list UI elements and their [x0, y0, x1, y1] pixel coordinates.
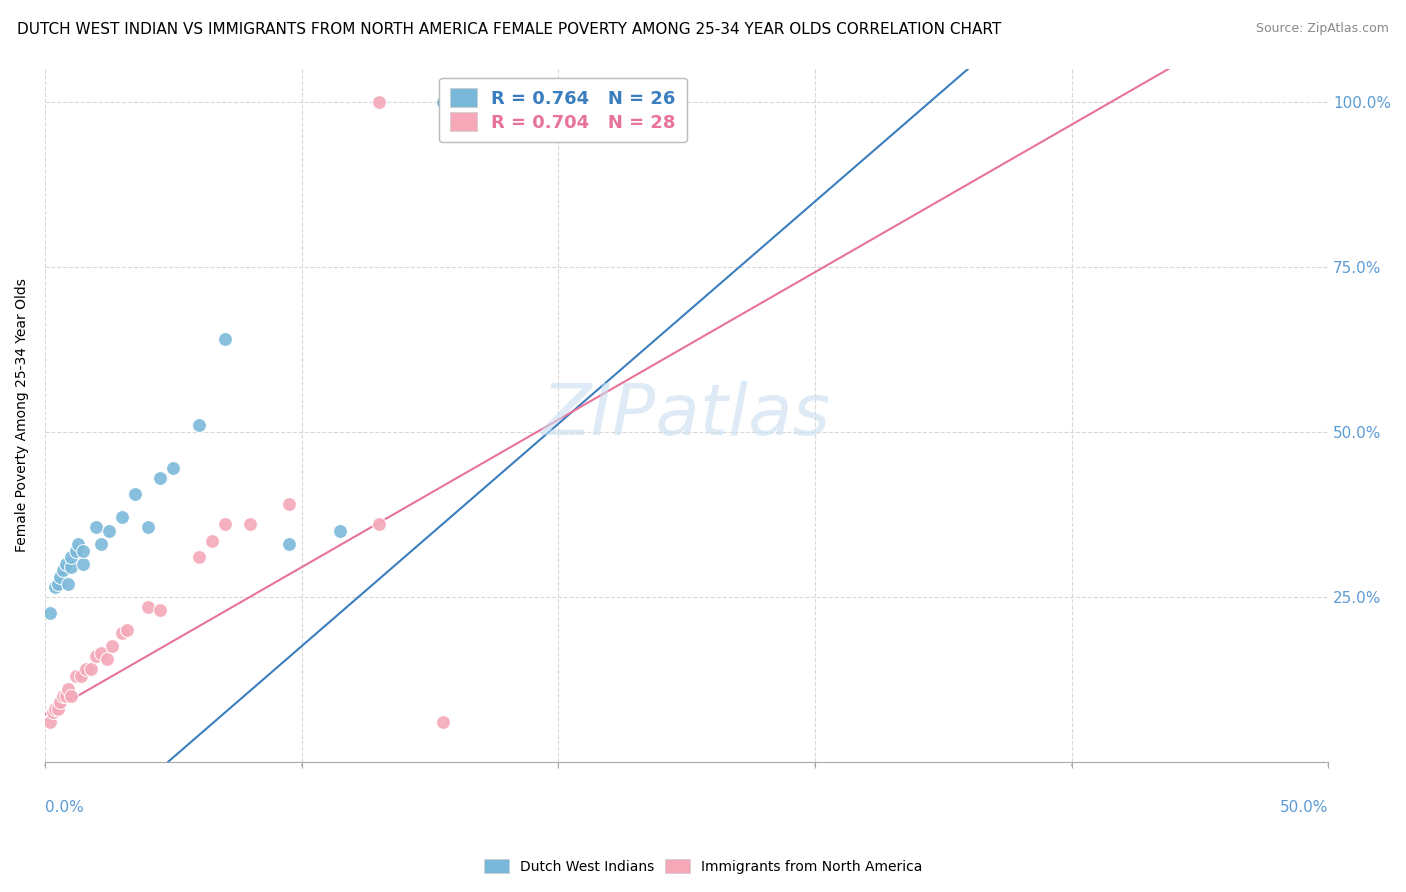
Point	[90, 537, 112, 551]
Point	[44, 702, 66, 716]
Point	[329, 524, 352, 538]
Legend: Dutch West Indians, Immigrants from North America: Dutch West Indians, Immigrants from Nort…	[477, 852, 929, 880]
Y-axis label: Female Poverty Among 25-34 Year Olds: Female Poverty Among 25-34 Year Olds	[15, 278, 30, 552]
Point	[136, 599, 159, 614]
Point	[49, 570, 72, 584]
Point	[46, 576, 69, 591]
Point	[65, 669, 87, 683]
Point	[149, 471, 172, 485]
Point	[72, 557, 94, 571]
Point	[115, 623, 138, 637]
Point	[59, 689, 82, 703]
Point	[432, 715, 454, 730]
Point	[432, 95, 454, 109]
Text: 50.0%: 50.0%	[1279, 800, 1329, 815]
Point	[72, 543, 94, 558]
Point	[111, 510, 134, 524]
Point	[41, 706, 63, 720]
Point	[39, 606, 62, 620]
Point	[277, 537, 299, 551]
Point	[111, 626, 134, 640]
Point	[90, 646, 112, 660]
Point	[201, 533, 224, 548]
Point	[214, 517, 236, 532]
Point	[67, 537, 90, 551]
Point	[44, 580, 66, 594]
Text: ZIPatlas: ZIPatlas	[543, 381, 831, 450]
Text: 0.0%: 0.0%	[45, 800, 84, 815]
Point	[367, 95, 389, 109]
Point	[432, 95, 454, 109]
Point	[59, 560, 82, 574]
Point	[162, 461, 184, 475]
Point	[188, 418, 211, 433]
Point	[49, 695, 72, 709]
Point	[46, 702, 69, 716]
Point	[100, 639, 122, 653]
Point	[52, 563, 75, 577]
Legend: R = 0.764   N = 26, R = 0.704   N = 28: R = 0.764 N = 26, R = 0.704 N = 28	[439, 78, 686, 143]
Point	[367, 517, 389, 532]
Point	[572, 95, 595, 109]
Point	[98, 524, 121, 538]
Point	[432, 95, 454, 109]
Text: DUTCH WEST INDIAN VS IMMIGRANTS FROM NORTH AMERICA FEMALE POVERTY AMONG 25-34 YE: DUTCH WEST INDIAN VS IMMIGRANTS FROM NOR…	[17, 22, 1001, 37]
Point	[56, 682, 79, 697]
Point	[80, 662, 103, 676]
Point	[188, 550, 211, 565]
Point	[59, 550, 82, 565]
Point	[149, 603, 172, 617]
Point	[84, 649, 107, 664]
Point	[39, 715, 62, 730]
Point	[239, 517, 262, 532]
Point	[214, 332, 236, 346]
Point	[509, 95, 531, 109]
Point	[52, 689, 75, 703]
Point	[70, 669, 93, 683]
Point	[124, 487, 146, 501]
Point	[56, 576, 79, 591]
Point	[277, 497, 299, 511]
Point	[84, 520, 107, 534]
Point	[55, 557, 77, 571]
Point	[65, 543, 87, 558]
Point	[75, 662, 97, 676]
Text: Source: ZipAtlas.com: Source: ZipAtlas.com	[1256, 22, 1389, 36]
Point	[96, 652, 118, 666]
Point	[136, 520, 159, 534]
Point	[55, 689, 77, 703]
